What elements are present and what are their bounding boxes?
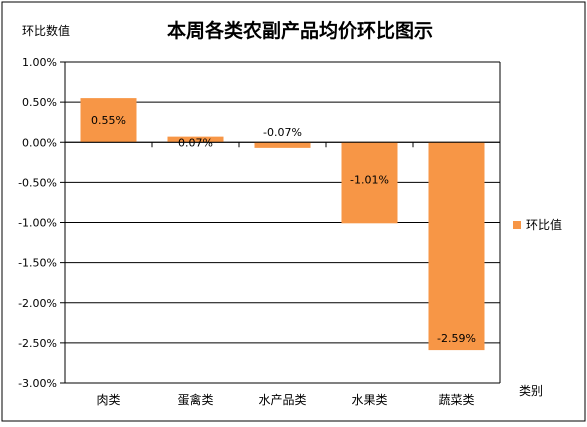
x-tick-label: 蛋禽类: [177, 392, 213, 407]
x-axis-label: 类别: [519, 384, 543, 398]
y-tick-label: -2.00%: [18, 297, 57, 310]
y-tick-label: -1.00%: [18, 217, 57, 230]
legend-swatch: [513, 221, 521, 229]
y-tick-label: -1.50%: [18, 257, 57, 270]
y-tick-label: -2.50%: [18, 337, 57, 350]
y-tick-label: 1.00%: [22, 56, 57, 69]
chart-title: 本周各类农副产品均价环比图示: [167, 19, 433, 42]
data-label: 0.55%: [91, 114, 126, 127]
y-tick-label: 0.50%: [22, 96, 57, 109]
bar-layer: [80, 98, 485, 351]
bar: [428, 142, 485, 351]
x-tick-label: 水果类: [351, 393, 387, 407]
data-label: 0.07%: [178, 136, 213, 149]
bar: [167, 136, 224, 143]
y-tick-label: 0.00%: [22, 136, 57, 149]
y-axis-label: 环比数值: [22, 23, 70, 38]
data-label: -1.01%: [350, 173, 389, 186]
axis-layer: 1.00% 0.50% 0.00% -0.50% -1.00% -1.50% -2.00% -…: [18, 56, 501, 407]
bar: [80, 98, 137, 143]
x-tick-label: 水产品类: [258, 393, 306, 407]
legend: 环比值: [513, 217, 562, 232]
data-label: -2.59%: [437, 332, 476, 345]
legend-label: 环比值: [526, 217, 562, 232]
data-label: -0.07%: [263, 126, 302, 139]
y-tick-label: -3.00%: [18, 377, 57, 390]
bar: [341, 142, 398, 224]
bar: [254, 142, 311, 148]
label-layer: 0.55% 0.07% -0.07% -1.01% -2.59%: [91, 114, 476, 345]
y-tick-label: -0.50%: [18, 176, 57, 189]
x-tick-label: 肉类: [96, 393, 120, 407]
x-tick-label: 蔬菜类: [438, 393, 474, 407]
